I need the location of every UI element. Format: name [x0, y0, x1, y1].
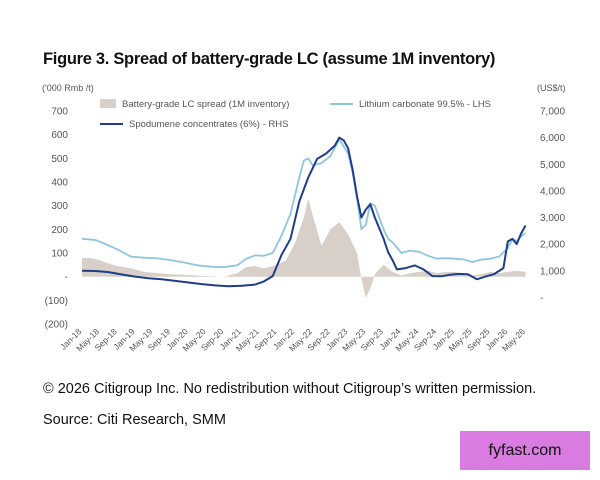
left-tick-label: (100) — [45, 296, 68, 307]
chart: ('000 Rmb /t) (US$/t) Battery-grade LC s… — [42, 83, 566, 353]
left-tick-label: 500 — [51, 154, 68, 165]
legend-label-spodumene: Spodumene concentrates (6%) - RHS — [129, 119, 288, 130]
left-tick-label: 700 — [51, 107, 68, 118]
left-tick-label: 100 — [51, 249, 68, 260]
left-axis-ticks: 700 600 500 400 300 200 100 - (100) (200) — [45, 107, 69, 331]
right-tick-label: 1,000 — [540, 266, 565, 277]
series-spodumene-line — [81, 136, 527, 288]
x-axis-ticks: Jan-18May-18Sep-18Jan-19May-19Sep-19Jan-… — [58, 326, 527, 353]
left-tick-label: 300 — [51, 201, 68, 212]
plot-area — [81, 136, 527, 298]
right-tick-label: 7,000 — [540, 107, 565, 118]
series-spread-area — [82, 198, 526, 298]
figure-title: Figure 3. Spread of battery-grade LC (as… — [43, 50, 496, 68]
copyright-notice: © 2026 Citigroup Inc. No redistribution … — [43, 381, 537, 397]
right-tick-label: - — [540, 293, 543, 304]
left-tick-label: - — [65, 272, 68, 283]
right-tick-label: 6,000 — [540, 133, 565, 144]
legend-label-spread: Battery-grade LC spread (1M inventory) — [122, 99, 289, 110]
left-tick-label: 600 — [51, 130, 68, 141]
legend-swatch-spread — [100, 99, 116, 108]
left-tick-label: 400 — [51, 178, 68, 189]
source-note: Source: Citi Research, SMM — [43, 412, 226, 428]
right-tick-label: 5,000 — [540, 160, 565, 171]
right-tick-label: 2,000 — [540, 240, 565, 251]
right-tick-label: 4,000 — [540, 186, 565, 197]
left-tick-label: (200) — [45, 320, 68, 331]
left-axis-unit: ('000 Rmb /t) — [42, 83, 94, 93]
right-tick-label: 3,000 — [540, 213, 565, 224]
left-tick-label: 200 — [51, 225, 68, 236]
legend-label-lithium: Lithium carbonate 99.5% - LHS — [359, 99, 491, 110]
right-axis-ticks: 7,000 6,000 5,000 4,000 3,000 2,000 1,000 - — [540, 107, 565, 304]
legend: Battery-grade LC spread (1M inventory) L… — [100, 99, 491, 130]
watermark-badge: fyfast.com — [460, 431, 590, 470]
right-axis-unit: (US$/t) — [537, 83, 566, 93]
